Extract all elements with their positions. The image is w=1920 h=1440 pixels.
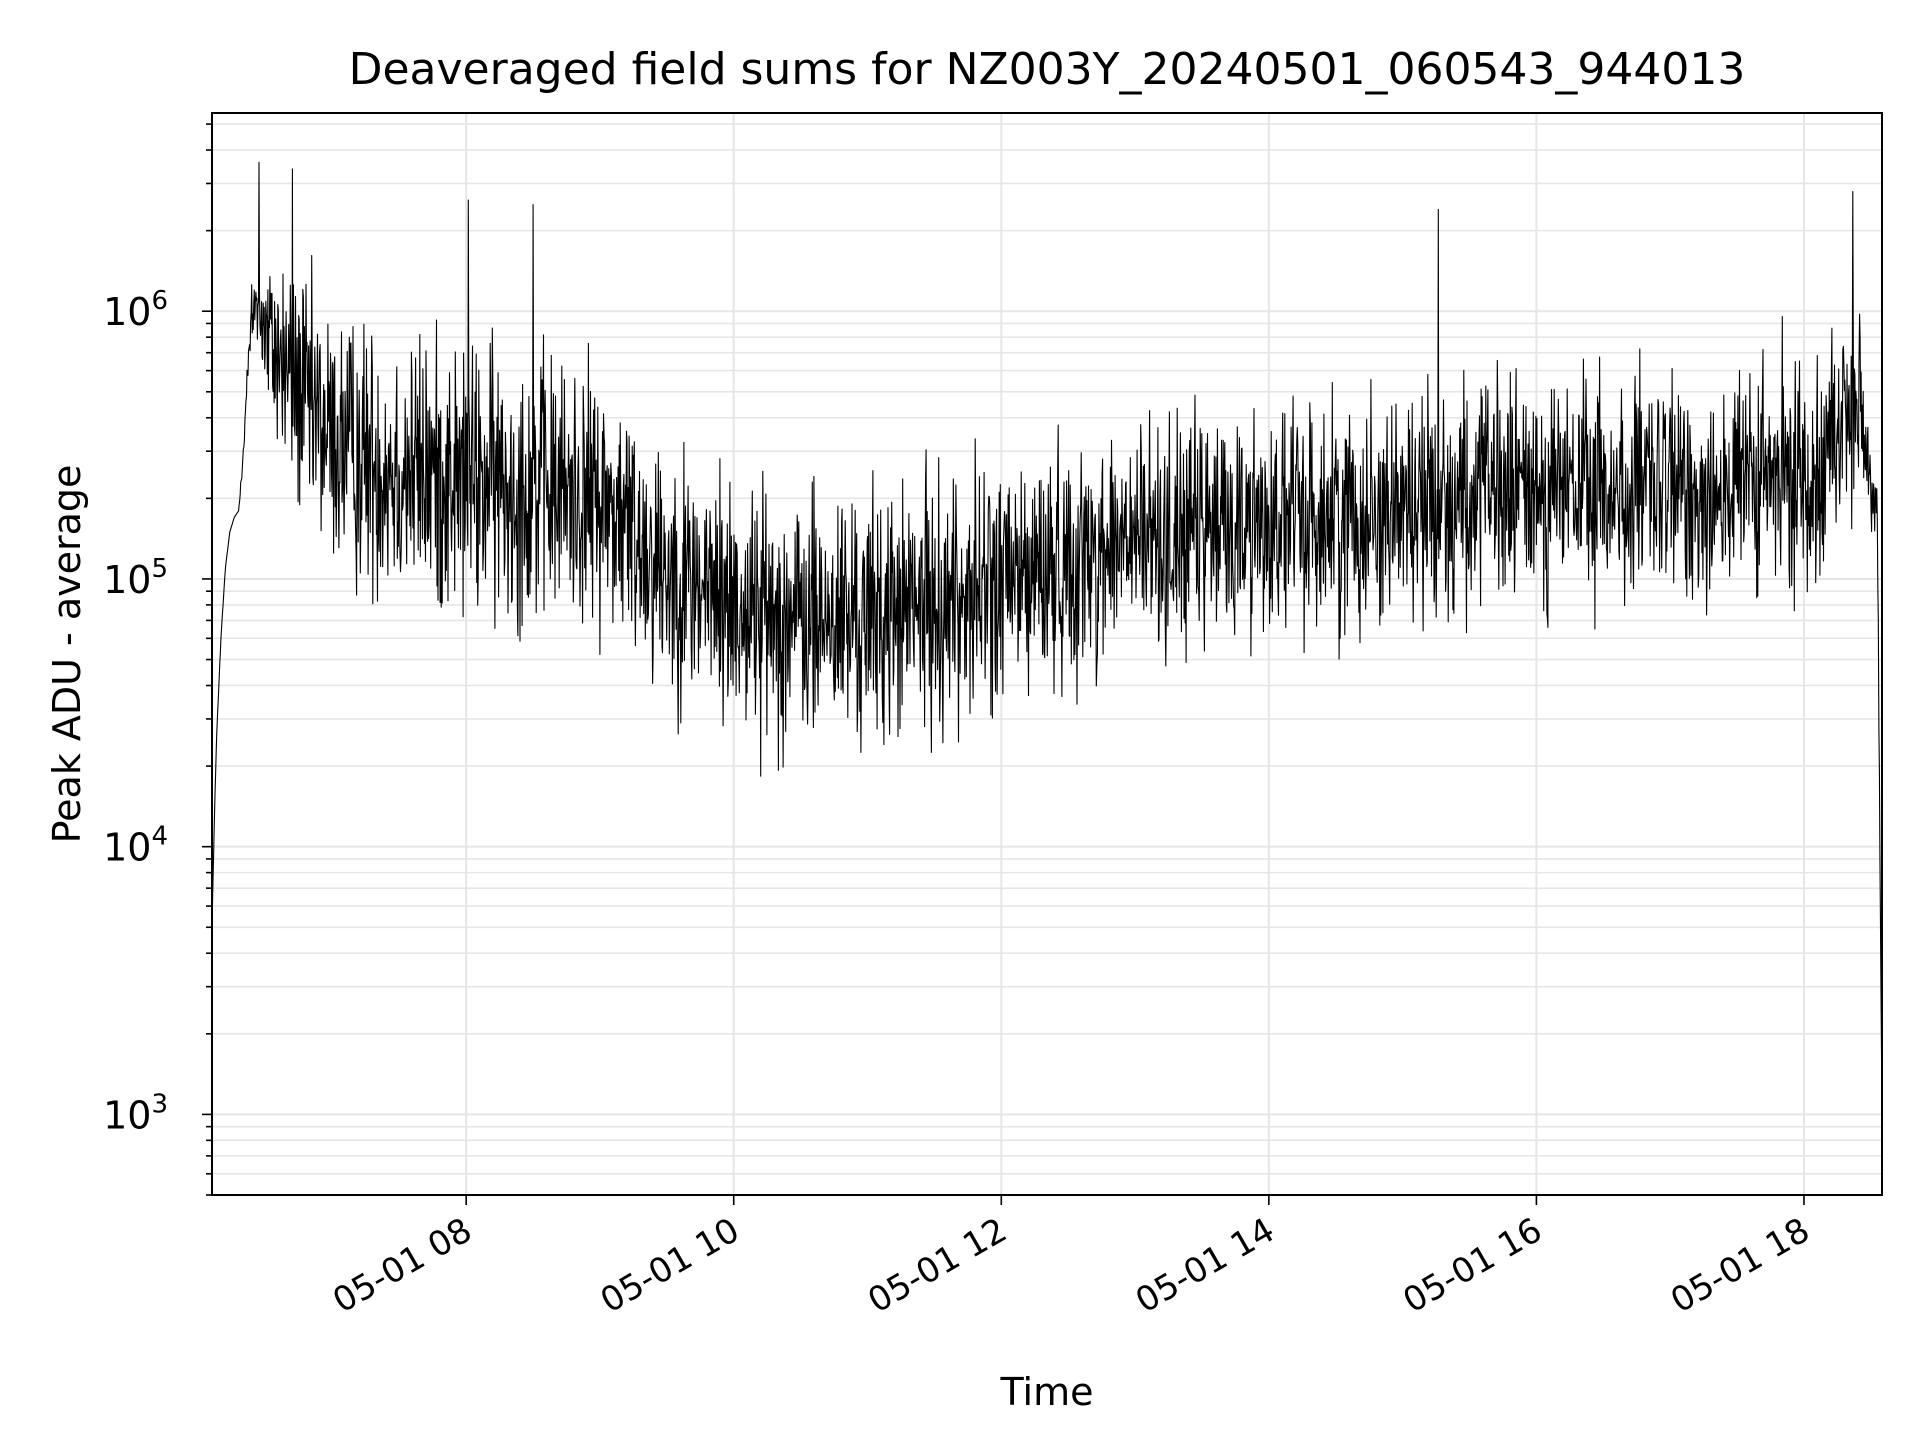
- x-tick-label: 05-01 12: [861, 1210, 1013, 1321]
- x-tick-label: 05-01 16: [1397, 1210, 1549, 1321]
- x-tick-label: 05-01 14: [1129, 1210, 1281, 1321]
- chart-title: Deaveraged field sums for NZ003Y_2024050…: [349, 44, 1746, 95]
- series-layer: [211, 161, 1883, 1127]
- x-axis-label: Time: [1000, 1370, 1094, 1414]
- y-axis-label: Peak ADU - average: [45, 465, 89, 844]
- y-tick-exponent: 6: [151, 286, 168, 316]
- y-tick-base: 10: [103, 1093, 151, 1137]
- y-tick-exponent: 4: [151, 822, 168, 852]
- y-tick-base: 10: [103, 826, 151, 870]
- x-tick-label: 05-01 08: [326, 1210, 478, 1321]
- y-tick-exponent: 3: [151, 1089, 168, 1119]
- x-tick-label: 05-01 18: [1664, 1210, 1816, 1321]
- x-tick-label: 05-01 10: [594, 1210, 746, 1321]
- axes: 05-01 08 05-01 10 05-01 12 05-01 14 05-01 16…: [103, 123, 1816, 1321]
- y-tick-label: 106: [103, 286, 168, 334]
- grid: [212, 113, 1882, 1196]
- plot-frame: [211, 112, 1883, 1196]
- y-tick-label: 104: [103, 822, 168, 870]
- y-tick-base: 10: [103, 558, 151, 602]
- series-line: [211, 161, 1883, 1127]
- y-tick-base: 10: [103, 290, 151, 334]
- y-tick-label: 105: [103, 554, 168, 602]
- y-tick-exponent: 5: [151, 554, 168, 584]
- y-tick-label: 103: [103, 1089, 168, 1137]
